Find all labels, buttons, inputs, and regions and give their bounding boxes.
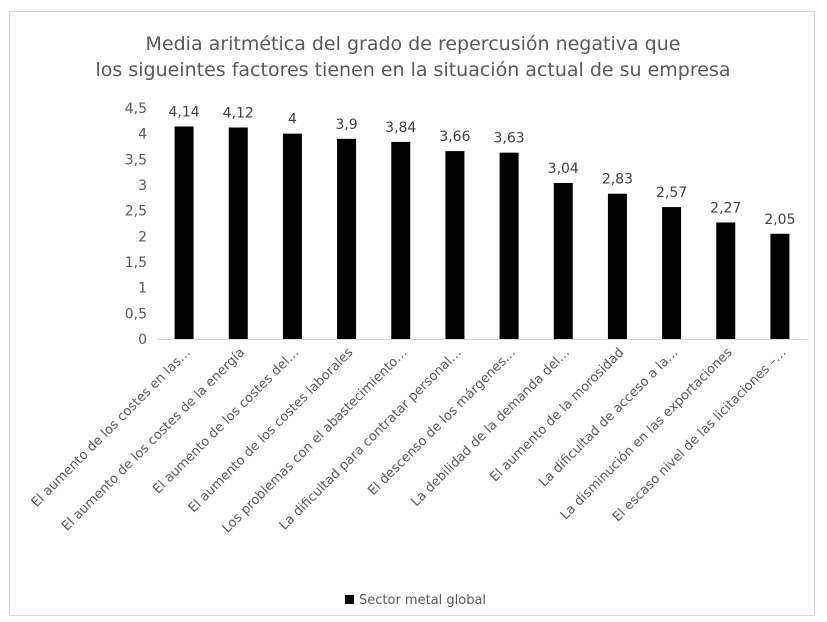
data-label: 4,14 [168, 104, 199, 120]
y-tick-label: 3 [138, 178, 147, 194]
x-axis: El aumento de los costes en las…El aumen… [29, 345, 790, 536]
chart-svg: Media aritmética del grado de repercusió… [29, 33, 807, 608]
bars [174, 126, 790, 339]
y-tick-label: 4,5 [125, 101, 147, 117]
data-label: 3,84 [385, 120, 416, 136]
bar [716, 222, 736, 339]
chart-frame: Media aritmética del grado de repercusió… [9, 11, 815, 616]
data-label: 2,05 [764, 212, 795, 228]
legend-swatch [345, 595, 354, 604]
bar [337, 138, 357, 339]
data-label: 3,63 [493, 131, 524, 147]
y-tick-label: 4 [138, 127, 147, 143]
data-label: 2,83 [602, 172, 633, 188]
y-tick-label: 0,5 [125, 306, 147, 322]
y-tick-label: 0 [138, 332, 147, 348]
bar [662, 207, 682, 339]
data-label: 4 [288, 112, 297, 128]
bar [607, 193, 627, 339]
y-axis: 0 0,5 1 1,5 2 2,5 3 3,5 4 4,5 [125, 101, 147, 348]
data-labels: 4,14 4,12 4 3,9 3,84 3,66 3,63 3,04 2,83 2,57 2,27… [168, 104, 795, 227]
data-label: 2,57 [656, 185, 687, 201]
data-label: 3,66 [439, 129, 470, 145]
legend-label: Sector metal global [359, 593, 486, 608]
y-tick-label: 2,5 [125, 204, 147, 220]
bar [445, 151, 465, 339]
data-label: 3,04 [548, 161, 579, 177]
y-tick-label: 3,5 [125, 152, 147, 168]
bar [553, 182, 573, 339]
bar [391, 141, 411, 339]
bar [499, 152, 519, 339]
chart-title-line: los sigueintes factores tienen en la sit… [96, 59, 731, 81]
data-label: 4,12 [223, 106, 254, 122]
data-label: 3,9 [335, 117, 357, 133]
bar [770, 233, 790, 339]
data-label: 2,27 [710, 200, 741, 216]
legend: Sector metal global [345, 593, 486, 608]
y-tick-label: 1 [138, 281, 147, 297]
bar [282, 133, 302, 339]
bar [174, 126, 194, 339]
y-tick-label: 2 [138, 229, 147, 245]
bar [228, 127, 248, 339]
category-label: Los problemas con el abastecimiento… [220, 345, 411, 536]
y-tick-label: 1,5 [125, 255, 147, 271]
chart-title-line: Media aritmética del grado de repercusió… [146, 33, 681, 55]
chart-title: Media aritmética del grado de repercusió… [96, 33, 731, 81]
